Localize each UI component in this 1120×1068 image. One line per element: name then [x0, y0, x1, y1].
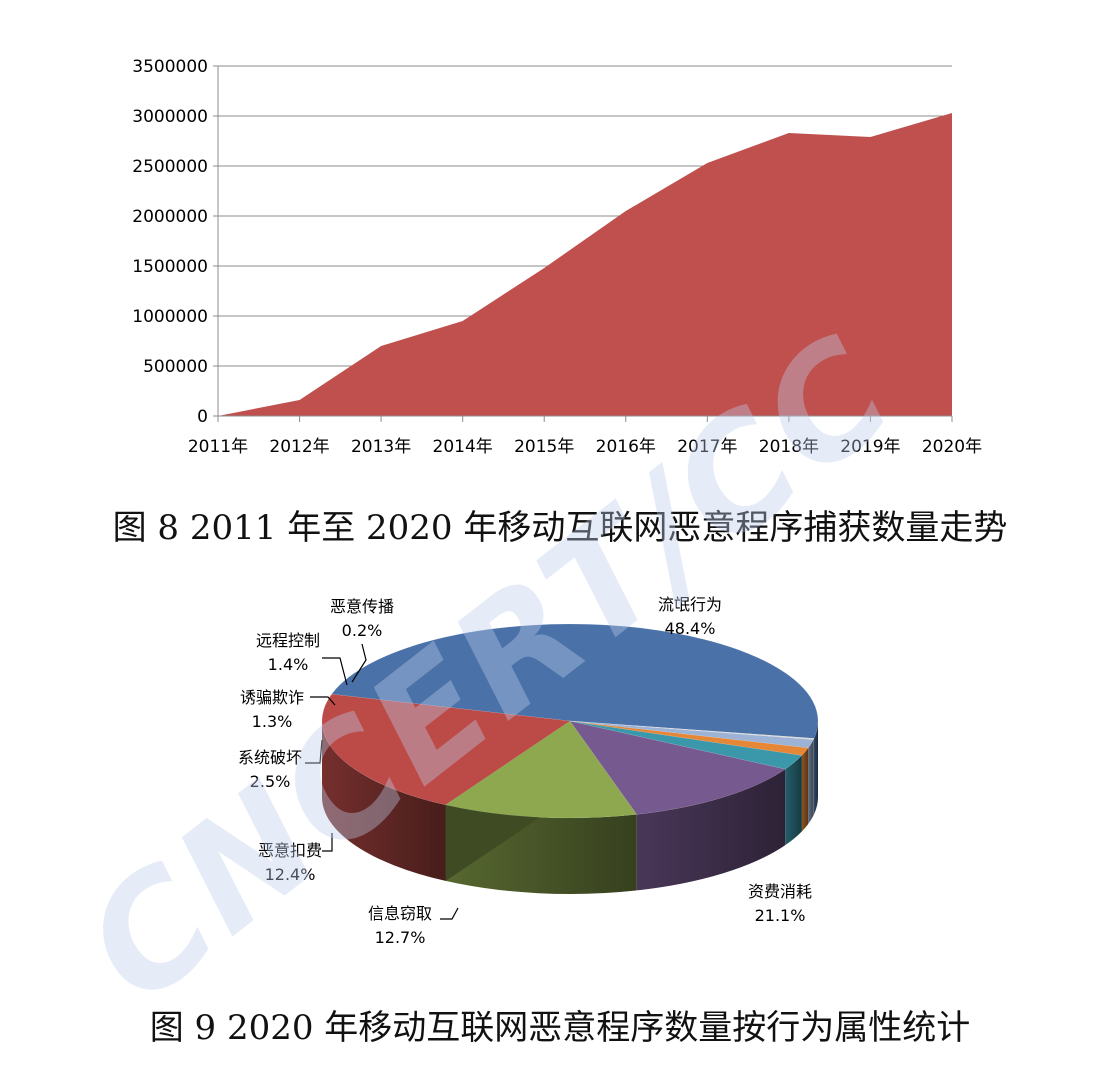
leader-line: [440, 907, 459, 920]
pie-label-pct: 12.4%: [265, 865, 316, 884]
x-tick-label: 2019年: [840, 437, 900, 457]
x-tick-label: 2020年: [922, 437, 982, 457]
y-tick-label: 2500000: [132, 157, 208, 177]
pie-slice: [321, 693, 571, 806]
leader-line: [351, 643, 367, 683]
leader-line: [322, 833, 333, 852]
x-tick-label: 2013年: [351, 437, 411, 457]
x-tick-label: 2014年: [433, 437, 493, 457]
pie-label-pct: 1.4%: [268, 655, 309, 674]
y-tick-label: 1000000: [132, 307, 208, 327]
pie-label-name: 资费消耗: [748, 882, 812, 901]
y-tick-label: 3000000: [132, 107, 208, 127]
figure-8-caption: 图 8 2011 年至 2020 年移动互联网恶意程序捕获数量走势: [112, 508, 1008, 548]
area-series: [218, 113, 952, 416]
leader-line: [322, 657, 348, 686]
pie-label-name: 恶意传播: [330, 597, 394, 616]
leader-line: [310, 696, 336, 706]
pie-label-pct: 12.7%: [375, 928, 426, 947]
y-tick-label: 500000: [143, 357, 208, 377]
pie-tops: [321, 623, 819, 819]
pie-label-pct: 48.4%: [665, 619, 716, 638]
pie-label-name: 系统破坏: [238, 748, 302, 767]
pie-label-pct: 0.2%: [342, 621, 383, 640]
y-tick-label: 0: [197, 407, 208, 427]
pie-side: [813, 721, 818, 815]
pie-slice: [331, 623, 819, 739]
x-tick-label: 2012年: [269, 437, 329, 457]
pie-slice: [569, 720, 803, 770]
y-tick-label: 2000000: [132, 207, 208, 227]
pie-label-pct: 21.1%: [755, 906, 806, 925]
pie-slice: [569, 720, 809, 756]
x-tick-label: 2016年: [596, 437, 656, 457]
pie-side: [785, 755, 802, 846]
pie-slice: [444, 720, 638, 819]
figure-9-caption: 图 9 2020 年移动互联网恶意程序数量按行为属性统计: [149, 1008, 971, 1048]
leader-line: [305, 739, 323, 764]
pie-side: [813, 738, 814, 816]
y-tick-label: 1500000: [132, 257, 208, 277]
x-tick-label: 2015年: [514, 437, 574, 457]
pie-label-pct: 2.5%: [250, 772, 291, 791]
pie-label-name: 流氓行为: [658, 595, 722, 614]
pie-side: [636, 769, 786, 891]
area-chart: 0 500000 1000000 1500000 2000000 2500000 30000…: [132, 57, 982, 457]
pie-side: [801, 747, 809, 832]
pie-sides: [322, 721, 818, 894]
y-tick-label: 3500000: [132, 57, 208, 77]
pie-slice: [569, 720, 814, 749]
pie-label-name: 诱骗欺诈: [240, 688, 304, 707]
pie-labels: 流氓行为 48.4% 资费消耗 21.1% 信息窃取 12.7% 恶意扣费 12.4% 系统破坏…: [238, 595, 812, 947]
pie-label-pct: 1.3%: [252, 712, 293, 731]
pie-side: [808, 739, 814, 824]
pie-slice: [569, 720, 786, 815]
pie-slice: [569, 720, 815, 740]
pie-side: [322, 721, 446, 881]
x-tick-label: 2018年: [759, 437, 819, 457]
pie-label-name: 远程控制: [256, 631, 320, 650]
x-tick-label: 2017年: [677, 437, 737, 457]
x-tick-label: 2011年: [188, 437, 248, 457]
pie-label-name: 恶意扣费: [258, 841, 322, 860]
pie-label-name: 信息窃取: [368, 904, 432, 923]
